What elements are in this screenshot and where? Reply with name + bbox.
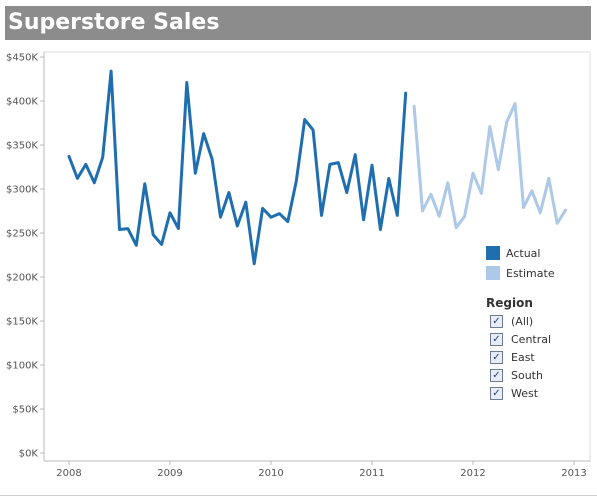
title-bar: Superstore Sales <box>5 6 591 40</box>
y-tick-label: $350K <box>6 141 38 152</box>
y-tick-label: $300K <box>6 185 38 196</box>
region-option-south[interactable]: ✓ South <box>486 366 551 384</box>
checkbox-west[interactable]: ✓ <box>490 386 503 400</box>
legend-item-estimate[interactable]: Estimate <box>486 263 555 283</box>
region-option-label: West <box>511 386 539 400</box>
legend-label-actual: Actual <box>506 246 541 260</box>
y-tick-label: $50K <box>12 405 38 416</box>
y-axis: $0K $50K $100K $150K $200K $250K $300K $350K $40… <box>6 53 44 460</box>
region-option-label: (All) <box>511 314 534 328</box>
region-option-central[interactable]: ✓ Central <box>486 330 551 348</box>
y-tick-label: $150K <box>6 317 38 328</box>
y-tick-label: $200K <box>6 273 38 284</box>
x-tick-label: 2010 <box>258 468 283 479</box>
y-tick-label: $450K <box>6 53 38 64</box>
region-option-label: Central <box>511 332 552 346</box>
legend-item-actual[interactable]: Actual <box>486 243 555 263</box>
page-title: Superstore Sales <box>8 10 220 35</box>
checkbox-central[interactable]: ✓ <box>490 332 503 346</box>
series-layer <box>67 69 568 266</box>
y-tick-label: $250K <box>6 229 38 240</box>
bottom-divider <box>0 495 597 496</box>
y-tick-label: $400K <box>6 97 38 108</box>
x-tick-label: 2013 <box>561 468 586 479</box>
legend-swatch-actual <box>486 246 500 260</box>
series-line-estimate <box>412 102 568 230</box>
x-axis: 2008 2009 2010 2011 2012 2013 <box>56 461 587 479</box>
checkbox-east[interactable]: ✓ <box>490 350 503 364</box>
region-option-label: East <box>511 350 535 364</box>
region-filter: Region ✓ (All) ✓ Central ✓ East ✓ South … <box>486 294 551 402</box>
x-tick-label: 2012 <box>460 468 485 479</box>
region-option-all[interactable]: ✓ (All) <box>486 312 551 330</box>
x-tick-label: 2011 <box>359 468 384 479</box>
series-line-actual <box>67 69 408 266</box>
region-option-east[interactable]: ✓ East <box>486 348 551 366</box>
region-option-label: South <box>511 368 543 382</box>
y-tick-label: $100K <box>6 361 38 372</box>
checkbox-all[interactable]: ✓ <box>490 314 503 328</box>
color-legend: Actual Estimate <box>486 243 555 283</box>
x-tick-label: 2008 <box>56 468 81 479</box>
region-filter-title: Region <box>486 296 533 310</box>
x-tick-label: 2009 <box>157 468 182 479</box>
legend-label-estimate: Estimate <box>506 266 555 280</box>
region-option-west[interactable]: ✓ West <box>486 384 551 402</box>
checkbox-south[interactable]: ✓ <box>490 368 503 382</box>
legend-swatch-estimate <box>486 266 500 280</box>
y-tick-label: $0K <box>19 449 39 460</box>
